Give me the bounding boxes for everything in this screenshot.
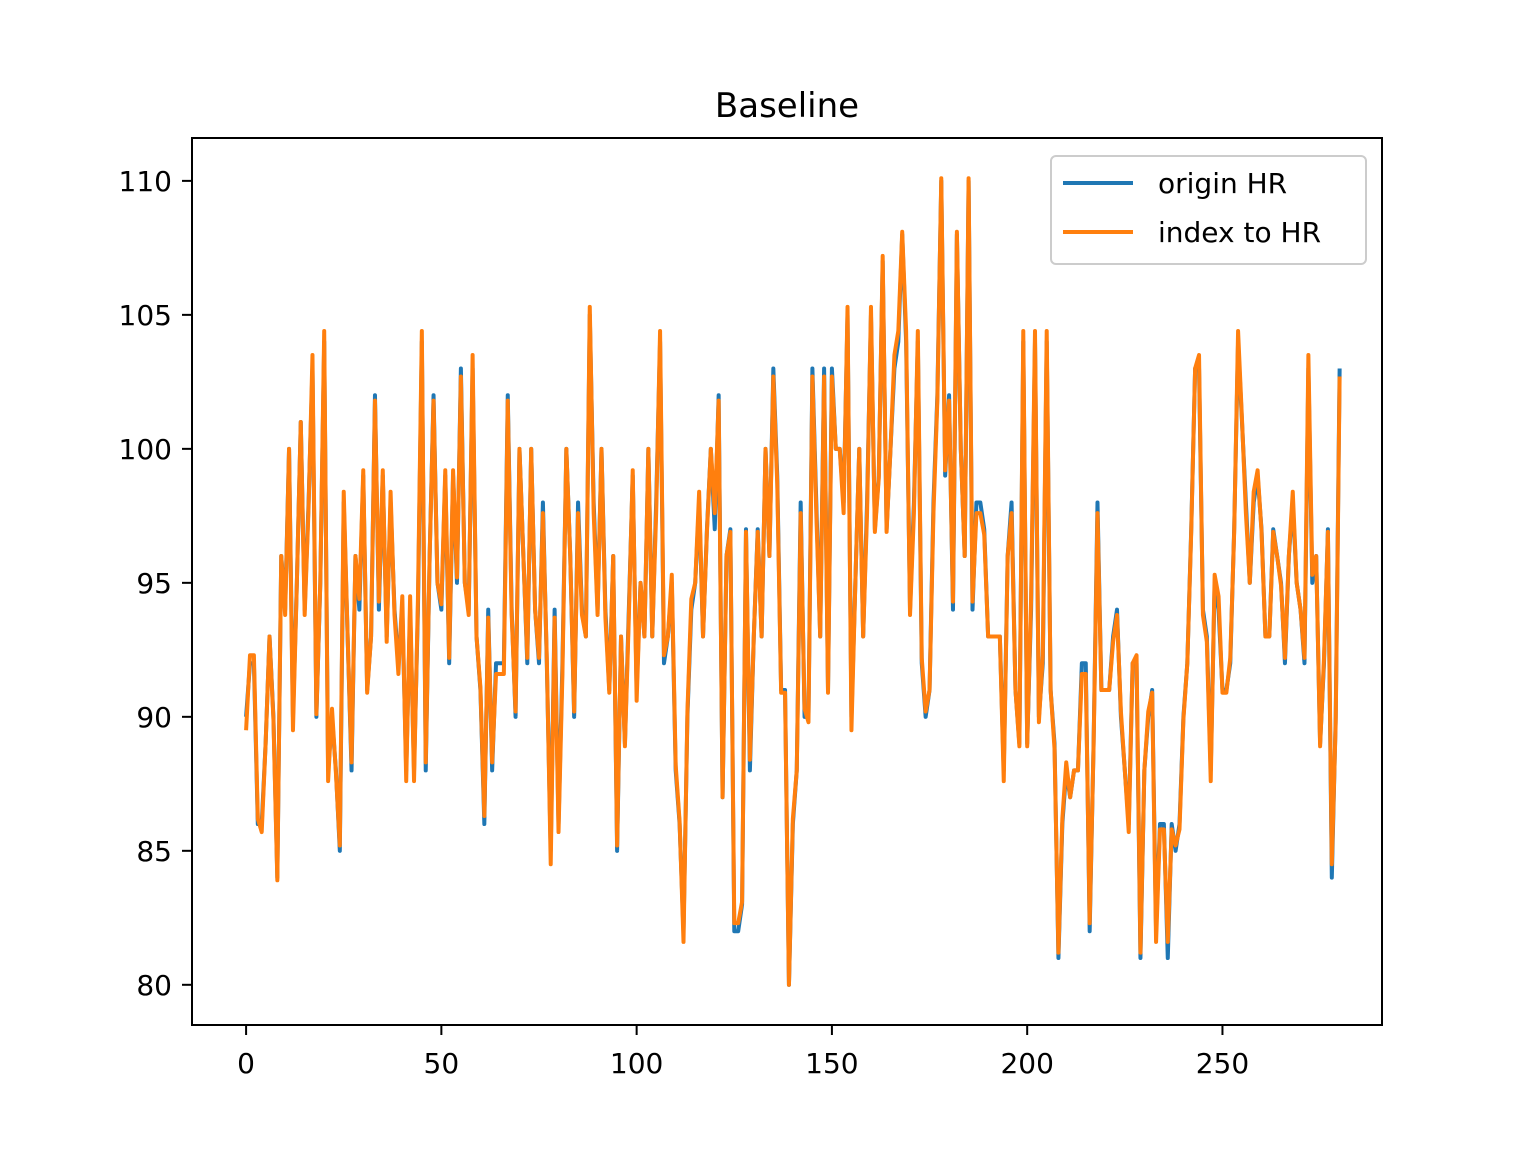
y-tick-label: 105 xyxy=(119,299,172,332)
axes-frame xyxy=(191,137,1383,1026)
y-tick-label: 90 xyxy=(136,701,172,734)
x-tick-label: 200 xyxy=(1000,1047,1053,1080)
y-tick-label: 110 xyxy=(119,165,172,198)
y-tick-label: 100 xyxy=(119,433,172,466)
legend: origin HR index to HR xyxy=(1050,155,1367,265)
legend-label-origin-hr: origin HR xyxy=(1158,167,1287,200)
legend-label-index-to-hr: index to HR xyxy=(1158,216,1321,249)
x-tick-label: 50 xyxy=(424,1047,460,1080)
y-axis: 80 85 90 95 100 105 110 xyxy=(119,165,192,1002)
y-tick-label: 85 xyxy=(136,835,172,868)
y-tick-label: 80 xyxy=(136,969,172,1002)
y-tick-label: 95 xyxy=(136,567,172,600)
series-line-index-to-hr xyxy=(244,176,1342,987)
x-tick-label: 0 xyxy=(237,1047,255,1080)
x-axis: 0 50 100 150 200 250 xyxy=(237,1025,1249,1080)
x-tick-label: 100 xyxy=(610,1047,663,1080)
x-tick-label: 250 xyxy=(1196,1047,1249,1080)
plot-area xyxy=(191,137,1383,1026)
x-tick-label: 150 xyxy=(805,1047,858,1080)
chart-title: Baseline xyxy=(715,86,859,126)
series-layer xyxy=(244,176,1342,987)
